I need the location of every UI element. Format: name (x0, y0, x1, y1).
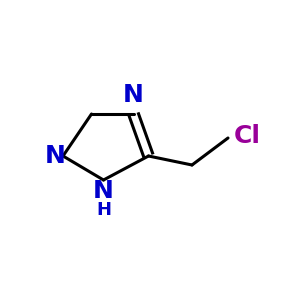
Text: N: N (45, 144, 66, 168)
Text: H: H (96, 201, 111, 219)
Text: Cl: Cl (234, 124, 261, 148)
Text: N: N (93, 178, 114, 203)
Text: N: N (123, 82, 144, 106)
